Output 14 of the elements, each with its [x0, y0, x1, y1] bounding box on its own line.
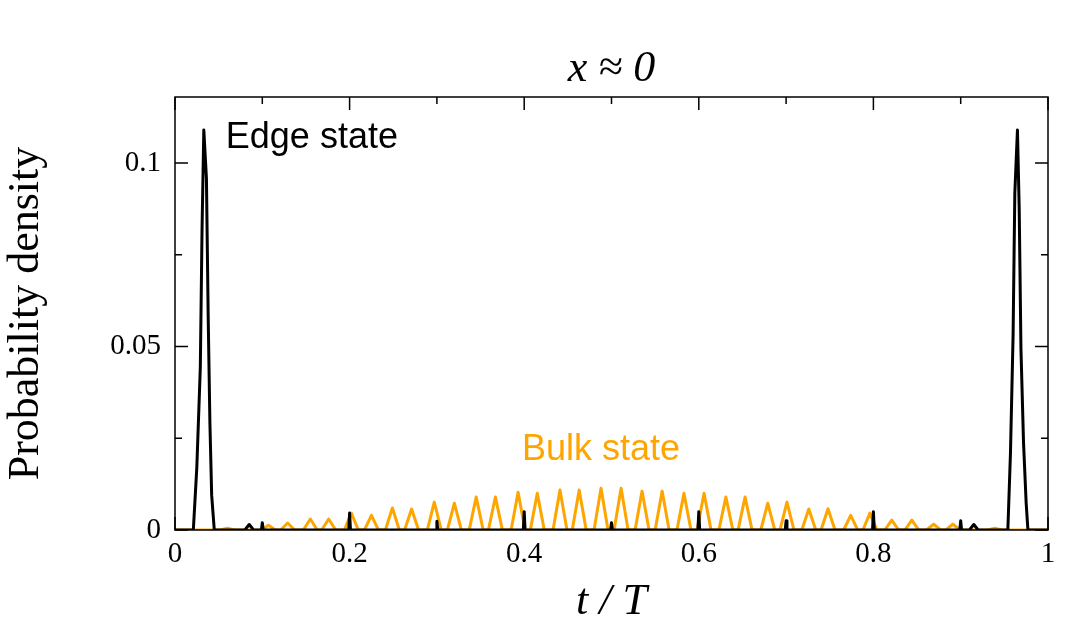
legend-label: Edge state [225, 114, 398, 156]
x-tick-label: 0.4 [506, 536, 543, 569]
series-label: Bulk state [521, 427, 681, 469]
x-axis-title: t / T [576, 575, 651, 625]
x-tick-label: 0 [167, 536, 183, 569]
x-tick-label: 0.8 [855, 536, 892, 569]
chart-title: x ≈ 0 [566, 41, 656, 91]
y-tick-label: 0.05 [110, 328, 161, 361]
x-tick-label: 0.2 [331, 536, 368, 569]
x-tick-label: 0.6 [680, 536, 717, 569]
y-axis-title: Probability density [0, 146, 48, 481]
y-tick-label: 0.1 [124, 144, 161, 177]
y-tick-label: 0 [146, 511, 161, 544]
x-tick-label: 1 [1040, 536, 1056, 569]
